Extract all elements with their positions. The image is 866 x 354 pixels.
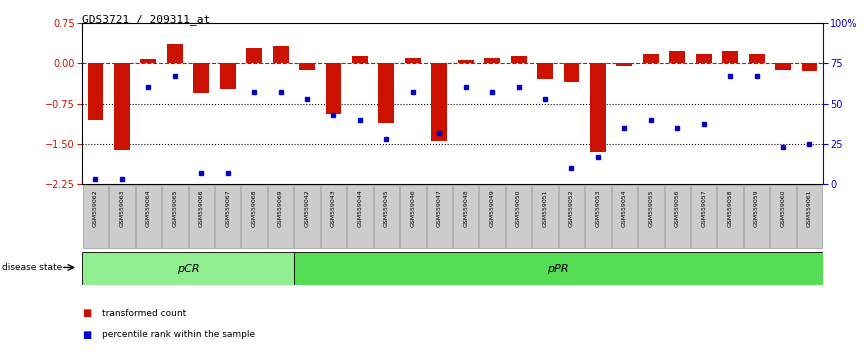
Bar (167, 45, 183, 63)
Bar (484, 58, 500, 63)
Bar (775, 63, 791, 70)
Bar (617, 63, 632, 66)
Bar (273, 46, 288, 63)
Bar (136, 185, 161, 248)
Bar (427, 185, 452, 248)
Bar (326, 63, 341, 114)
Bar (87, 63, 103, 120)
Bar (480, 185, 505, 248)
Bar (717, 185, 743, 248)
Bar (691, 185, 716, 248)
Bar (748, 53, 765, 63)
Text: GSM559050: GSM559050 (516, 189, 521, 227)
Text: pPR: pPR (547, 264, 569, 274)
Bar (83, 185, 108, 248)
Bar (162, 185, 188, 248)
Text: GSM559061: GSM559061 (807, 189, 812, 227)
Text: GSM559046: GSM559046 (410, 189, 416, 227)
Text: GSM559044: GSM559044 (358, 189, 363, 227)
Bar (511, 56, 527, 63)
Text: disease state: disease state (2, 263, 62, 272)
Bar (802, 63, 818, 72)
Bar (189, 185, 214, 248)
Text: GSM559049: GSM559049 (489, 189, 494, 227)
Bar (193, 63, 210, 93)
Bar (109, 185, 134, 248)
Bar (374, 185, 399, 248)
Bar (638, 185, 663, 248)
Bar (347, 185, 372, 248)
Text: GSM559056: GSM559056 (675, 189, 680, 227)
Text: GSM559057: GSM559057 (701, 189, 706, 227)
Bar (664, 185, 690, 248)
Text: GSM559059: GSM559059 (754, 189, 759, 227)
Bar (400, 185, 425, 248)
Bar (533, 185, 558, 248)
Text: GSM559048: GSM559048 (463, 189, 469, 227)
Bar (669, 51, 685, 63)
Bar (352, 56, 368, 63)
Text: GSM559068: GSM559068 (252, 189, 256, 227)
Bar (695, 53, 712, 63)
Text: percentile rank within the sample: percentile rank within the sample (102, 330, 255, 339)
Text: GSM559060: GSM559060 (780, 189, 785, 227)
Bar (611, 185, 637, 248)
Bar (268, 185, 294, 248)
Text: GSM559069: GSM559069 (278, 189, 283, 227)
Bar (215, 185, 241, 248)
Text: GSM559047: GSM559047 (436, 189, 442, 227)
Text: GSM559058: GSM559058 (727, 189, 733, 227)
Bar (320, 185, 346, 248)
Text: GSM559062: GSM559062 (93, 189, 98, 227)
Text: GSM559067: GSM559067 (225, 189, 230, 227)
Text: GSM559064: GSM559064 (145, 189, 151, 227)
Bar (294, 252, 823, 285)
Text: ■: ■ (82, 308, 92, 318)
Text: GSM559045: GSM559045 (384, 189, 389, 227)
Bar (643, 53, 659, 63)
Bar (564, 63, 579, 82)
Bar (744, 185, 769, 248)
Bar (294, 185, 320, 248)
Text: GSM559054: GSM559054 (622, 189, 627, 227)
Text: GSM559052: GSM559052 (569, 189, 574, 227)
Bar (506, 185, 531, 248)
Text: transformed count: transformed count (102, 309, 186, 318)
Text: ■: ■ (82, 330, 92, 339)
Text: GDS3721 / 209311_at: GDS3721 / 209311_at (82, 14, 210, 25)
Text: GSM559051: GSM559051 (542, 189, 547, 227)
Text: pCR: pCR (177, 264, 199, 274)
Bar (114, 63, 130, 150)
Bar (537, 63, 553, 79)
Bar (722, 51, 738, 63)
Bar (431, 63, 447, 141)
Text: GSM559065: GSM559065 (172, 189, 178, 227)
Bar (220, 63, 236, 89)
Text: GSM559063: GSM559063 (120, 189, 125, 227)
Text: GSM559043: GSM559043 (331, 189, 336, 227)
Bar (771, 185, 796, 248)
Bar (299, 63, 315, 70)
Bar (458, 59, 474, 63)
Text: GSM559042: GSM559042 (305, 189, 309, 227)
Bar (82, 252, 294, 285)
Bar (559, 185, 585, 248)
Bar (246, 48, 262, 63)
Bar (585, 185, 611, 248)
Bar (140, 59, 156, 63)
Text: GSM559053: GSM559053 (596, 189, 600, 227)
Bar (378, 63, 394, 124)
Bar (405, 58, 421, 63)
Bar (590, 63, 606, 152)
Bar (453, 185, 478, 248)
Bar (797, 185, 822, 248)
Text: GSM559055: GSM559055 (649, 189, 653, 227)
Bar (242, 185, 267, 248)
Text: GSM559066: GSM559066 (199, 189, 204, 227)
